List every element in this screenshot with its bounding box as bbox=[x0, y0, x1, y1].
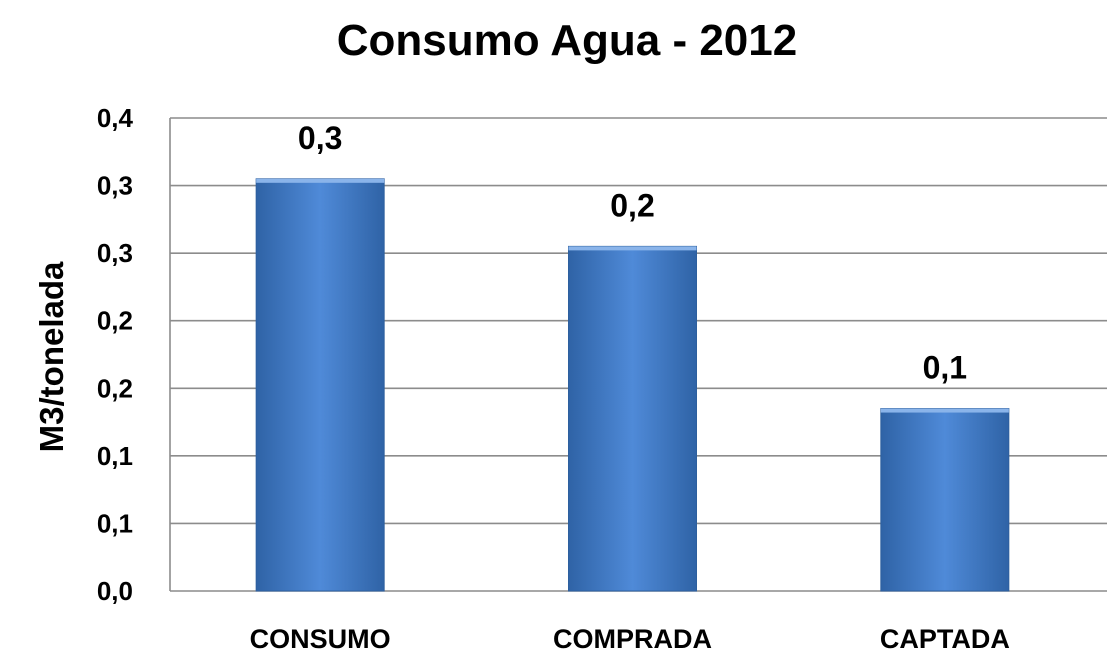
y-tick-labels: 0,0 0,1 0,1 0,2 0,2 0,3 0,3 0,4 bbox=[97, 103, 134, 606]
y-tick-label: 0,1 bbox=[97, 508, 133, 538]
y-tick-label: 0,1 bbox=[97, 441, 133, 471]
category-labels: CONSUMO COMPRADA CAPTADA bbox=[250, 624, 1010, 654]
bar-highlight bbox=[256, 178, 385, 183]
y-tick-label: 0,2 bbox=[97, 373, 133, 403]
bar-highlight bbox=[568, 246, 697, 251]
y-tick-label: 0,4 bbox=[97, 103, 134, 133]
data-label: 0,1 bbox=[923, 350, 967, 386]
y-tick-label: 0,3 bbox=[97, 171, 133, 201]
category-label: CAPTADA bbox=[880, 624, 1010, 654]
data-label: 0,3 bbox=[298, 120, 342, 156]
chart-title: Consumo Agua - 2012 bbox=[337, 16, 797, 65]
data-labels: 0,3 0,2 0,1 bbox=[298, 120, 967, 386]
y-tick-label: 0,2 bbox=[97, 306, 133, 336]
y-tick-label: 0,0 bbox=[97, 576, 133, 606]
bar bbox=[880, 408, 1010, 592]
y-tick-label: 0,3 bbox=[97, 238, 133, 268]
category-label: COMPRADA bbox=[553, 624, 712, 654]
category-label: CONSUMO bbox=[250, 624, 391, 654]
bar-highlight bbox=[880, 408, 1009, 413]
bars bbox=[255, 178, 1010, 592]
bar bbox=[568, 245, 697, 592]
data-label: 0,2 bbox=[610, 187, 654, 223]
y-axis-label: M3/tonelada bbox=[33, 261, 70, 452]
bar bbox=[255, 178, 385, 592]
